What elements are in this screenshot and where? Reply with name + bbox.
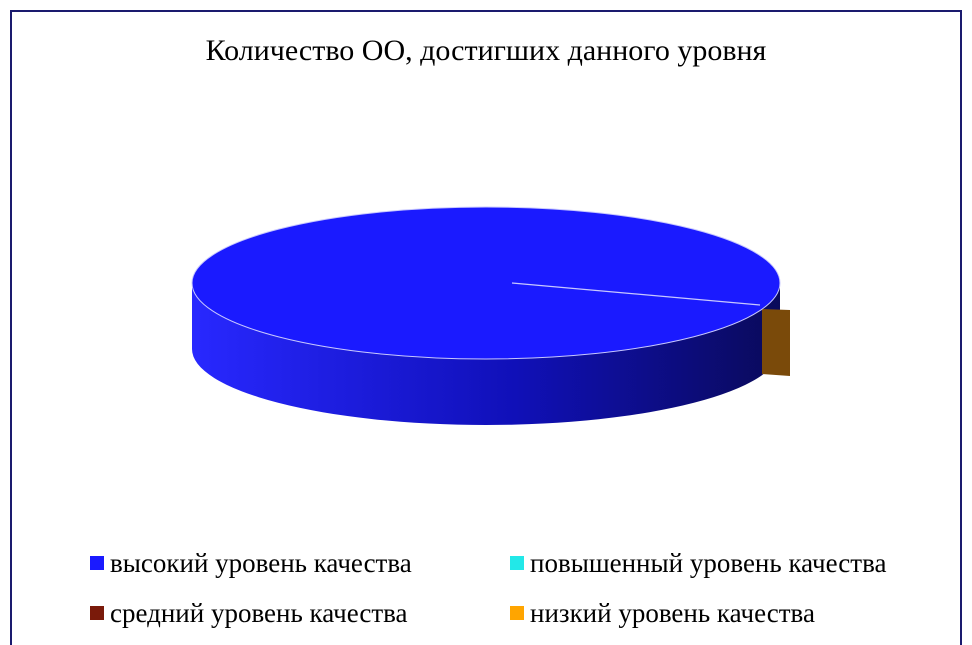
legend-swatch-low: [510, 606, 524, 620]
legend-label-low: низкий уровень качества: [530, 598, 815, 628]
pie-slice-high-side: [192, 283, 780, 425]
legend-item-medium: средний уровень качества: [90, 598, 408, 629]
legend-swatch-high: [90, 556, 104, 570]
pie-slice-divider: [511, 282, 761, 306]
legend-label-elevated: повышенный уровень качества: [530, 548, 887, 578]
legend-label-high: высокий уровень качества: [110, 548, 412, 578]
legend-item-low: низкий уровень качества: [510, 598, 815, 629]
legend-label-medium: средний уровень качества: [110, 598, 408, 628]
pie-slice-high: [191, 206, 781, 360]
legend-item-high: высокий уровень качества: [90, 548, 412, 579]
pie-slice-others-side: [762, 309, 790, 376]
legend-swatch-elevated: [510, 556, 524, 570]
legend-swatch-medium: [90, 606, 104, 620]
legend-item-elevated: повышенный уровень качества: [510, 548, 886, 579]
chart-title: Количество ОО, достигших данного уровня: [205, 34, 767, 67]
